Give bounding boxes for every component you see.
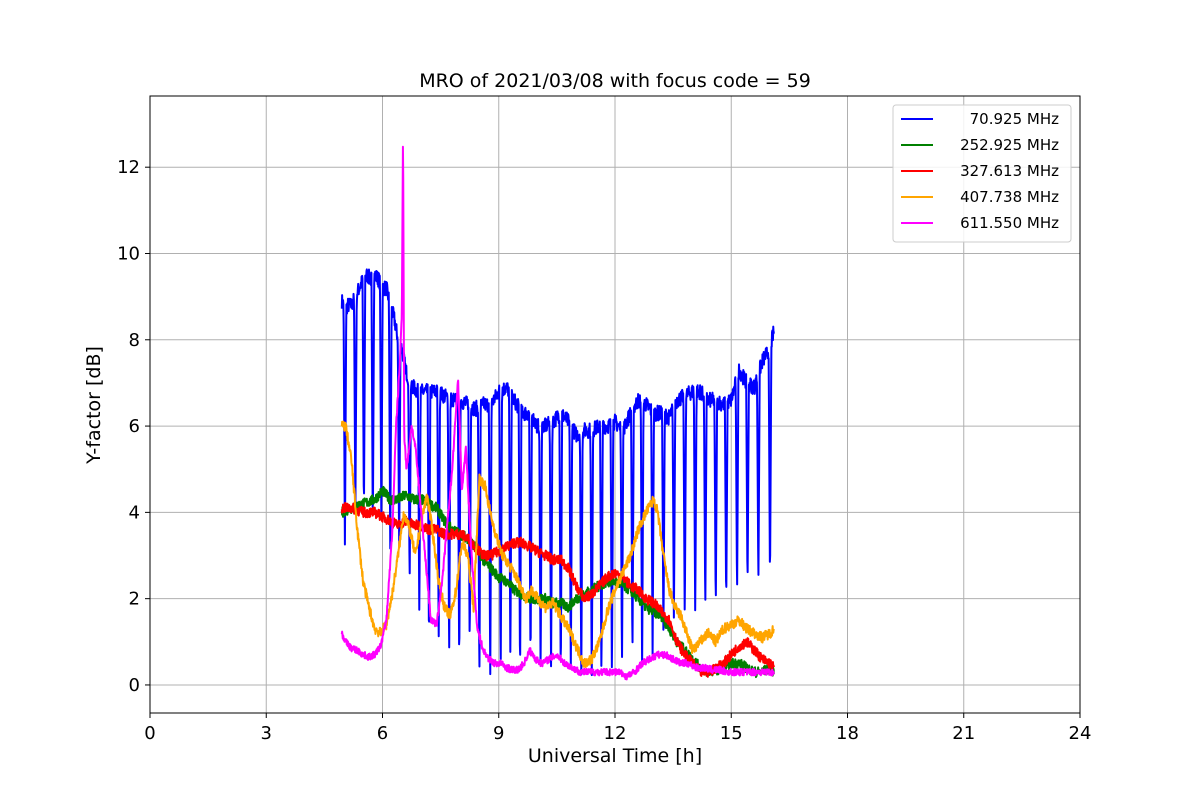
x-tick-label: 18 (836, 723, 859, 744)
legend: 70.925 MHz 252.925 MHz 327.613 MHz 407.738 … (892, 104, 1072, 243)
y-axis-title: Y-factor [dB] (83, 346, 105, 465)
legend-label: 327.613 MHz (960, 162, 1059, 180)
legend-box (892, 104, 1072, 243)
plot-area (340, 145, 775, 681)
y-tick-label: 4 (129, 502, 140, 523)
x-axis-title: Universal Time [h] (528, 745, 702, 767)
series-line (340, 145, 775, 681)
y-tick-label: 2 (129, 589, 140, 610)
x-tick-label: 15 (720, 723, 743, 744)
x-tick-label: 6 (377, 723, 388, 744)
y-tick-label: 6 (129, 416, 140, 437)
x-tick-label: 21 (952, 723, 975, 744)
x-axis: 0 3 6 9 12 15 18 21 24 (144, 713, 1091, 744)
y-axis: 0 2 4 6 8 10 12 (117, 157, 150, 696)
y-tick-label: 8 (129, 330, 140, 351)
x-tick-label: 12 (604, 723, 627, 744)
legend-label: 407.738 MHz (960, 188, 1059, 206)
chart-title: MRO of 2021/03/08 with focus code = 59 (419, 70, 811, 92)
series-line (340, 268, 775, 677)
legend-label: 70.925 MHz (970, 110, 1059, 128)
x-tick-label: 3 (261, 723, 272, 744)
y-tick-label: 0 (129, 675, 140, 696)
y-tick-label: 12 (117, 157, 140, 178)
x-tick-label: 9 (493, 723, 504, 744)
legend-label: 611.550 MHz (960, 214, 1059, 232)
x-tick-label: 0 (144, 723, 155, 744)
legend-label: 252.925 MHz (960, 136, 1059, 154)
series-line (340, 420, 775, 669)
y-tick-label: 10 (117, 243, 140, 264)
x-tick-label: 24 (1069, 723, 1092, 744)
